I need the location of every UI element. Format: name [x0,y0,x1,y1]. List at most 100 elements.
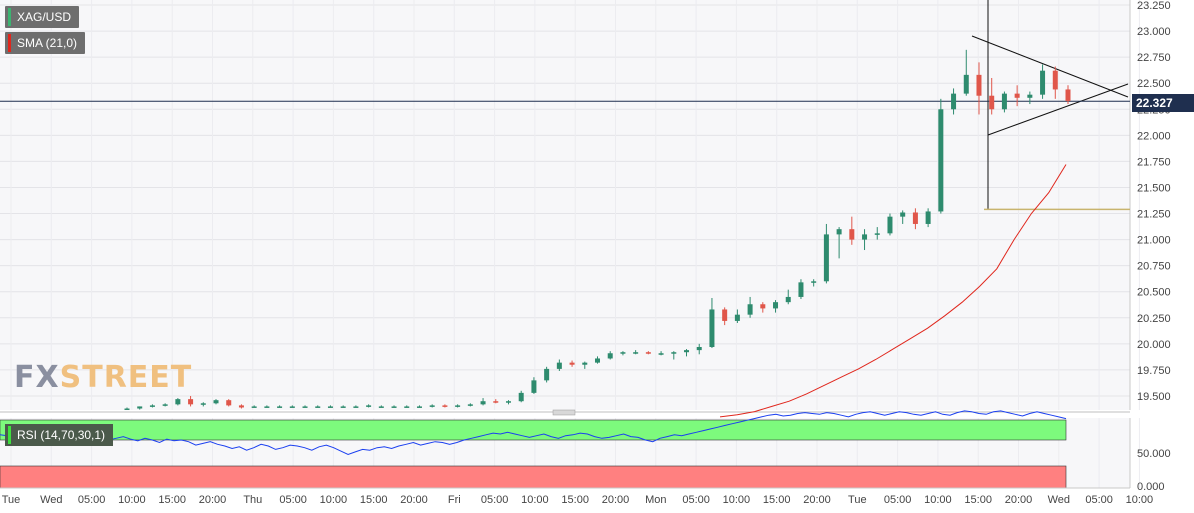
candle [785,289,791,305]
time-tick-label: 20:00 [400,494,428,506]
candle-body [696,346,702,351]
candle [505,400,511,405]
candle-body [226,400,232,406]
candle [340,405,346,408]
candle-body [493,401,499,403]
candle [1052,66,1058,99]
candle-body [149,405,155,407]
candle-body [811,281,817,283]
candle [480,398,486,406]
candle-body [378,406,384,408]
candle [213,399,219,405]
candle-body [442,405,448,407]
current-price-value: 22.327 [1136,96,1173,110]
candle [531,377,537,394]
watermark-street: STREET [59,360,193,395]
candle [315,405,321,408]
candle-body [1001,93,1007,110]
candle-body [188,399,194,405]
price-tick-label: 23.000 [1137,26,1171,38]
sma-line [719,164,1067,418]
candle-body [645,352,651,354]
candle [951,88,957,115]
rsi-panel [0,410,1067,489]
candle [493,399,499,404]
time-tick-label: 20:00 [803,494,831,506]
candle [404,405,410,408]
price-tick-label: 21.750 [1137,156,1171,168]
candle [264,405,270,408]
price-tick-label: 22.000 [1137,130,1171,142]
candle-body [976,74,982,96]
price-tick-label: 19.500 [1137,391,1171,403]
candle-body [823,234,829,282]
current-price-tag: 22.327 [1132,94,1194,112]
rsi-overbought-band [0,419,1067,441]
candle-body [175,399,181,405]
candle [1027,91,1033,105]
candle [289,405,295,408]
time-tick-label: Thu [243,494,262,506]
time-axis[interactable]: Tue Wed 05:00 10:00 15:00 20:00 Thu 05:00 10:00 1… [0,487,1153,506]
candle [1001,91,1007,113]
candle [1040,64,1046,99]
candle-body [391,406,397,408]
candle [327,405,333,408]
time-tick-label: 15:00 [561,494,589,506]
time-tick-label: 05:00 [682,494,710,506]
price-tick-label: 21.000 [1137,235,1171,247]
candle [862,229,868,251]
candle [582,361,588,369]
symbol-legend[interactable]: XAG/USD [5,6,80,28]
candle-body [607,353,613,359]
pane-resize-handle [552,409,576,416]
candle-body [1027,94,1033,98]
rsi-oversold-band [0,465,1067,489]
candle-body [709,309,715,347]
candle-body [773,302,779,309]
rsi-legend[interactable]: RSI (14,70,30,1) [5,424,114,446]
candle [760,302,766,313]
candle [823,223,829,284]
candle-body [302,406,308,408]
candle-body [137,406,143,409]
triangle-lower-line [987,83,1129,136]
candle-body [213,400,219,404]
candle [607,351,613,360]
price-tick-label: 20.750 [1137,261,1171,273]
time-tick-label: 10:00 [118,494,146,506]
price-axis[interactable]: 19.500 19.750 20.000 20.250 20.500 20.750 21.0… [1129,0,1171,410]
candle [137,406,143,410]
candle-body [315,406,321,408]
time-tick-label: 15:00 [763,494,791,506]
fxstreet-watermark: FXSTREET [14,360,192,395]
candle-body [900,212,906,217]
candle-body [1040,70,1046,95]
candle-body [531,380,537,393]
time-tick-label: 20:00 [1005,494,1033,506]
candle-body [849,229,855,240]
candle [811,279,817,287]
candle [353,405,359,408]
candle-body [238,405,244,408]
candle [188,396,194,407]
candle-body [505,401,511,403]
sma-legend[interactable]: SMA (21,0) [5,32,86,54]
candle [175,398,181,406]
candle [747,296,753,318]
time-tick-label: 10:00 [320,494,348,506]
candle [633,350,639,355]
rsi-axis: 50.000 0.000 [1129,418,1171,493]
candle-body [951,93,957,110]
candle-body [416,406,422,408]
candle-body [722,309,728,321]
candle [798,279,804,300]
candle-body [455,405,461,407]
trend-lines [0,0,1130,211]
candle [366,404,372,408]
candle [518,390,524,403]
candle [773,300,779,313]
time-tick-label: 10:00 [723,494,751,506]
price-tick-label: 21.250 [1137,209,1171,221]
